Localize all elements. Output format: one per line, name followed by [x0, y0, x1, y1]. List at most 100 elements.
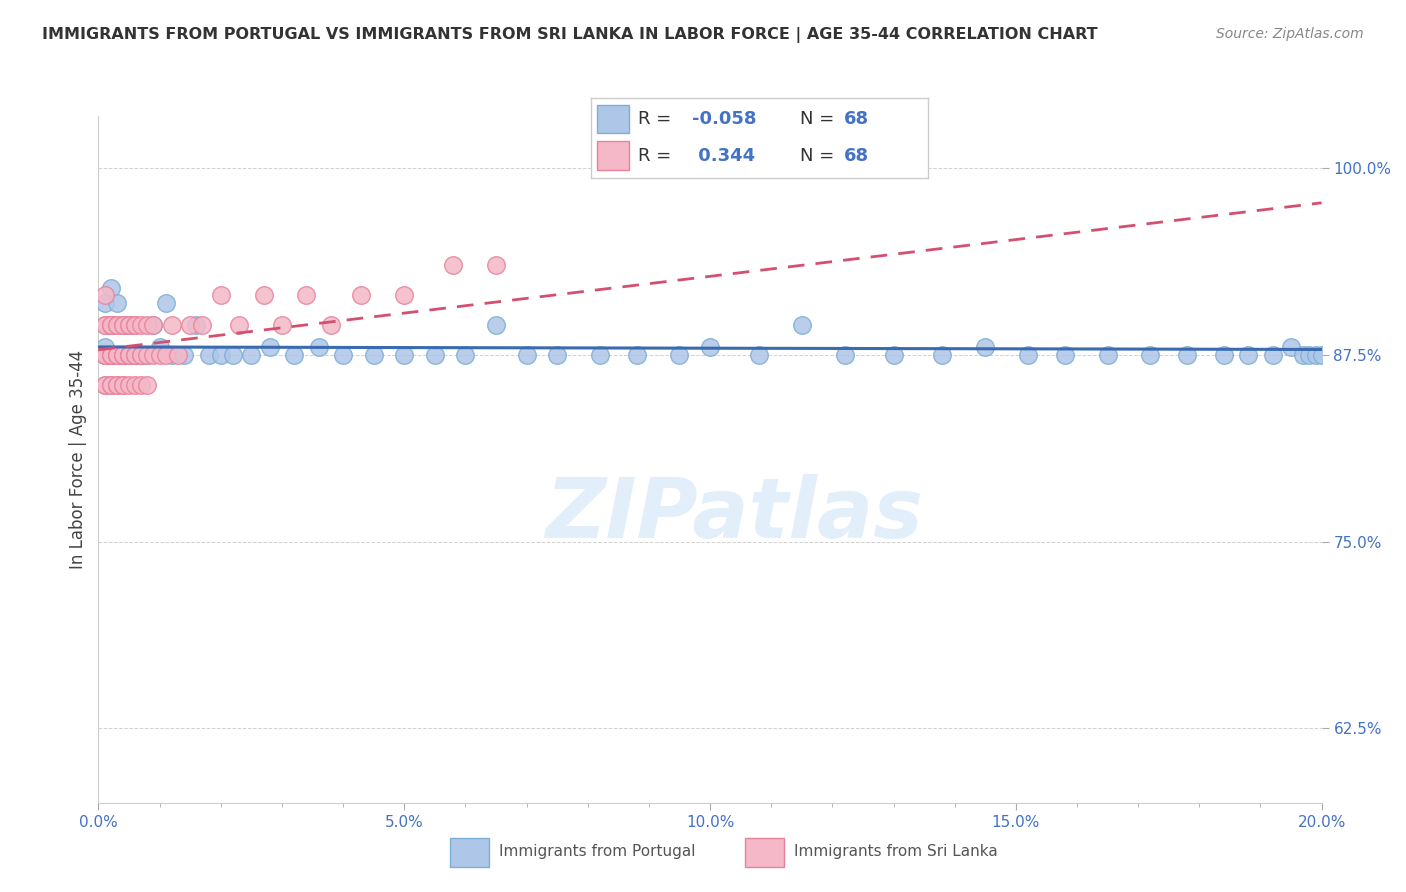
Point: [136, 318, 159, 332]
Point: [142, 318, 165, 332]
Point: [1279, 340, 1302, 354]
Point: [142, 318, 165, 332]
Point: [93, 348, 115, 362]
Point: [485, 318, 508, 332]
Point: [308, 340, 330, 354]
Point: [93, 348, 115, 362]
Point: [209, 288, 232, 302]
Point: [270, 318, 292, 332]
Point: [105, 295, 128, 310]
Point: [111, 348, 134, 362]
Point: [124, 318, 146, 332]
Point: [118, 318, 141, 332]
Point: [100, 348, 122, 362]
Point: [105, 377, 128, 392]
Point: [1261, 348, 1284, 362]
Point: [93, 288, 115, 302]
Text: N =: N =: [800, 147, 834, 165]
Point: [319, 318, 342, 332]
Point: [197, 348, 219, 362]
Point: [1305, 348, 1327, 362]
Point: [105, 348, 128, 362]
Point: [155, 295, 177, 310]
Text: ZIPatlas: ZIPatlas: [546, 474, 924, 555]
Point: [93, 377, 115, 392]
Point: [136, 348, 159, 362]
Text: R =: R =: [638, 110, 671, 128]
Point: [118, 348, 141, 362]
Point: [124, 377, 146, 392]
FancyBboxPatch shape: [598, 142, 630, 170]
Point: [485, 258, 508, 272]
Point: [100, 348, 122, 362]
Point: [129, 318, 152, 332]
Point: [105, 348, 128, 362]
Point: [111, 318, 134, 332]
Point: [209, 348, 232, 362]
Point: [118, 348, 141, 362]
Point: [105, 348, 128, 362]
Point: [100, 348, 122, 362]
Point: [111, 377, 134, 392]
Point: [111, 377, 134, 392]
Point: [589, 348, 612, 362]
Point: [93, 348, 115, 362]
Point: [105, 348, 128, 362]
Point: [392, 288, 416, 302]
Point: [516, 348, 538, 362]
Point: [748, 348, 770, 362]
Point: [105, 348, 128, 362]
Text: 68: 68: [844, 147, 869, 165]
Point: [350, 288, 373, 302]
Point: [160, 348, 183, 362]
FancyBboxPatch shape: [745, 838, 785, 867]
FancyBboxPatch shape: [598, 104, 630, 134]
Point: [93, 348, 115, 362]
Point: [454, 348, 477, 362]
Text: 68: 68: [844, 110, 869, 128]
Point: [129, 348, 152, 362]
Text: Immigrants from Portugal: Immigrants from Portugal: [499, 845, 696, 859]
Text: R =: R =: [638, 147, 671, 165]
Point: [699, 340, 721, 354]
Point: [93, 295, 115, 310]
Point: [100, 348, 122, 362]
Text: Immigrants from Sri Lanka: Immigrants from Sri Lanka: [794, 845, 998, 859]
Point: [93, 318, 115, 332]
Point: [100, 377, 122, 392]
Point: [1212, 348, 1234, 362]
Text: IMMIGRANTS FROM PORTUGAL VS IMMIGRANTS FROM SRI LANKA IN LABOR FORCE | AGE 35-44: IMMIGRANTS FROM PORTUGAL VS IMMIGRANTS F…: [42, 27, 1098, 43]
Point: [173, 348, 195, 362]
Point: [834, 348, 856, 362]
Point: [100, 318, 122, 332]
Point: [1017, 348, 1039, 362]
Point: [100, 318, 122, 332]
Point: [1139, 348, 1161, 362]
Point: [295, 288, 318, 302]
Point: [228, 318, 250, 332]
Point: [100, 318, 122, 332]
Y-axis label: In Labor Force | Age 35-44: In Labor Force | Age 35-44: [69, 350, 87, 569]
Point: [931, 348, 953, 362]
Point: [124, 348, 146, 362]
Point: [155, 348, 177, 362]
Point: [105, 318, 128, 332]
Point: [1237, 348, 1260, 362]
Point: [105, 377, 128, 392]
Point: [100, 377, 122, 392]
Point: [111, 348, 134, 362]
Point: [149, 340, 172, 354]
Point: [111, 348, 134, 362]
Point: [111, 318, 134, 332]
Point: [441, 258, 464, 272]
Point: [1175, 348, 1198, 362]
Point: [1298, 348, 1320, 362]
Point: [883, 348, 905, 362]
Point: [93, 340, 115, 354]
Point: [974, 340, 997, 354]
Point: [129, 377, 152, 392]
Point: [546, 348, 568, 362]
Point: [332, 348, 354, 362]
Point: [100, 348, 122, 362]
Point: [222, 348, 245, 362]
